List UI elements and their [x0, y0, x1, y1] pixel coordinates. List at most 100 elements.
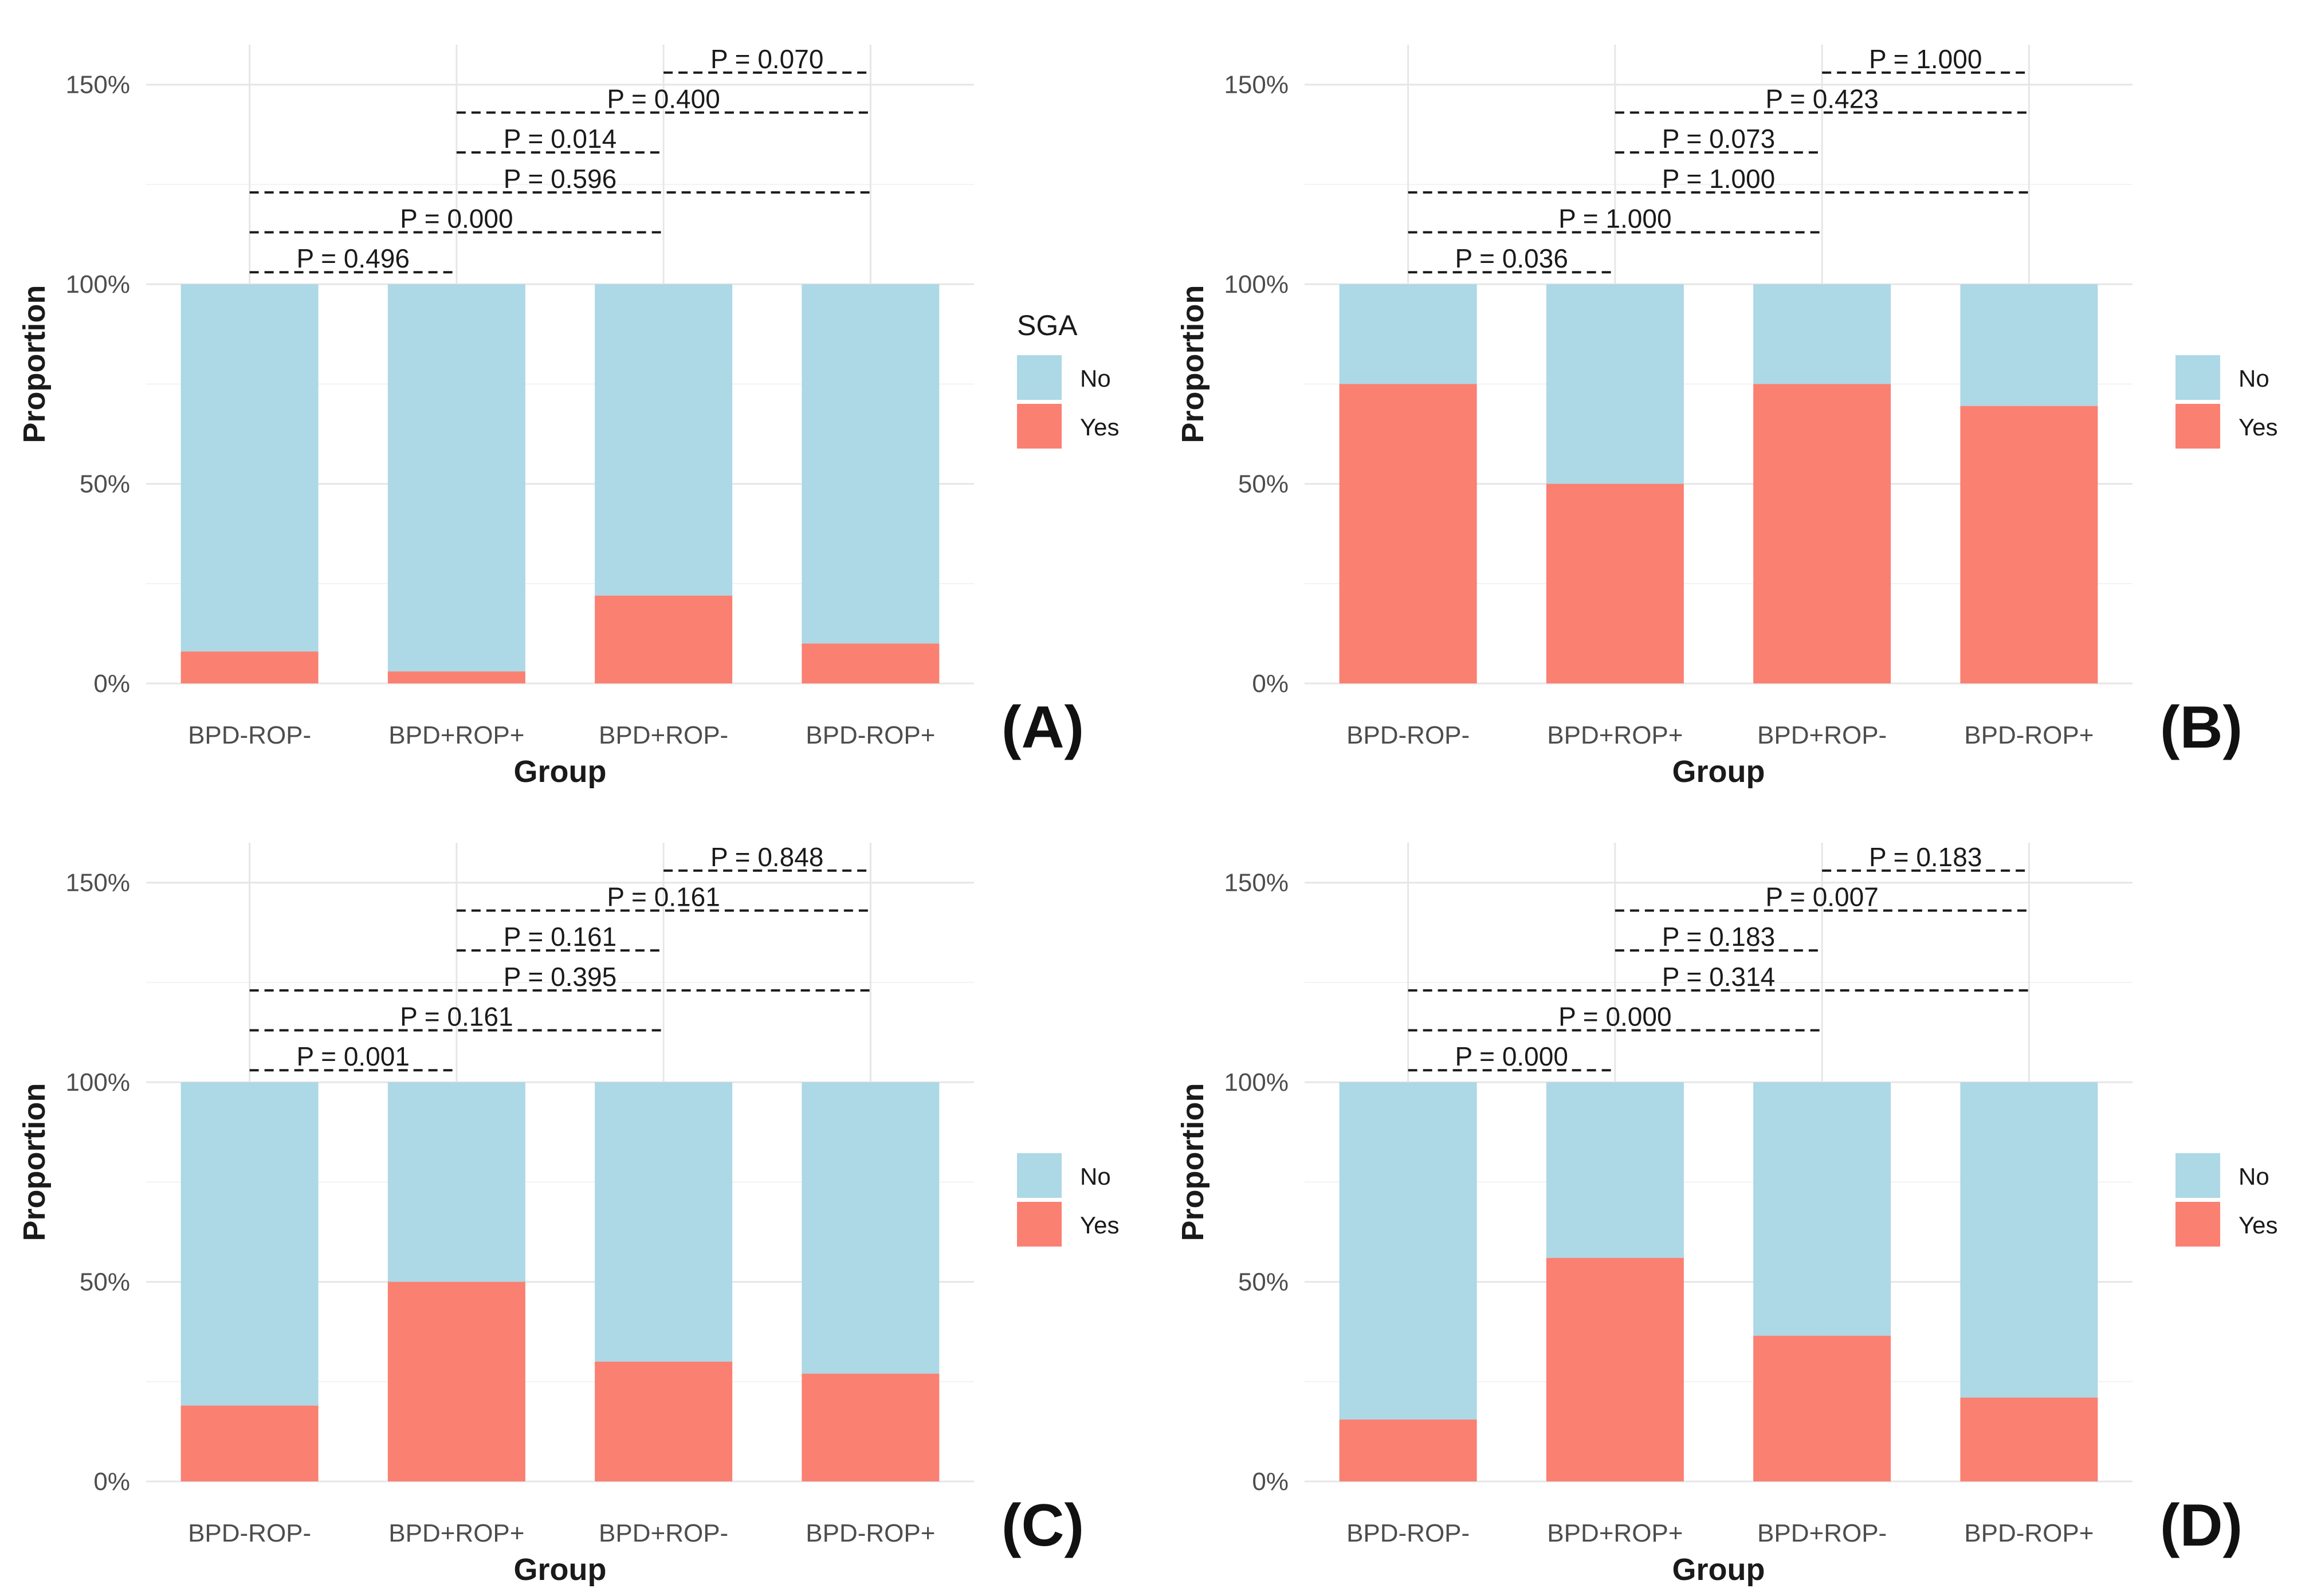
legend-title: SGA	[1017, 309, 1078, 341]
comparison-pvalue: P = 0.070	[710, 44, 823, 74]
y-tick-label: 150%	[65, 869, 130, 897]
legend-swatch	[1017, 404, 1062, 449]
y-tick-label: 100%	[65, 270, 130, 298]
bar-yes	[387, 1281, 525, 1481]
bar-no	[1546, 284, 1684, 484]
legend-label: No	[1080, 1163, 1111, 1190]
bar-yes	[1960, 406, 2098, 683]
x-tick-label: BPD+ROP+	[388, 1519, 524, 1547]
comparison-pvalue: P = 0.161	[504, 922, 616, 952]
panel-c: 0% 50% 100% 150% BPD-ROP- BPD+ROP+ BPD+ROP- BPD…	[0, 798, 1158, 1596]
bar-no	[387, 284, 525, 672]
bar-no	[1546, 1082, 1684, 1258]
bar-no	[595, 1082, 733, 1362]
panel-label: (A)	[1002, 694, 1084, 761]
chart-b: 0% 50% 100% 150% BPD-ROP- BPD+ROP+ BPD+ROP- BPD…	[1176, 44, 2278, 789]
comparison-pvalue: P = 0.073	[1662, 124, 1775, 154]
x-tick-label: BPD-ROP+	[806, 1519, 935, 1547]
legend-swatch	[2175, 404, 2220, 449]
legend-label: Yes	[2239, 414, 2278, 441]
chart-c: 0% 50% 100% 150% BPD-ROP- BPD+ROP+ BPD+ROP- BPD…	[17, 842, 1120, 1587]
y-tick-label: 50%	[1238, 470, 1289, 498]
x-tick-label: BPD+ROP+	[388, 721, 524, 749]
y-tick-label: 100%	[1224, 1068, 1289, 1096]
x-tick-label: BPD-ROP+	[806, 721, 935, 749]
comparison-pvalue: P = 0.036	[1455, 243, 1568, 273]
y-tick-label: 0%	[1252, 1468, 1289, 1496]
legend-swatch	[2175, 355, 2220, 400]
bar-yes	[1960, 1397, 2098, 1481]
bar-no	[802, 284, 940, 644]
legend-label: Yes	[2239, 1212, 2278, 1239]
y-tick-label: 100%	[1224, 270, 1289, 298]
bar-yes	[1339, 1419, 1477, 1481]
comparison-pvalue: P = 0.001	[297, 1041, 410, 1071]
bar-no	[1753, 1082, 1891, 1336]
bar-yes	[387, 671, 525, 683]
x-axis-title: Group	[1672, 1552, 1765, 1587]
y-tick-label: 50%	[1238, 1268, 1289, 1296]
bar-no	[1339, 1082, 1477, 1420]
comparison-pvalue: P = 0.000	[400, 204, 513, 234]
x-axis-title: Group	[1672, 754, 1765, 789]
bar-yes	[180, 651, 319, 683]
y-tick-label: 150%	[1224, 869, 1289, 897]
x-tick-label: BPD+ROP+	[1547, 1519, 1683, 1547]
panel-label: (B)	[2160, 694, 2243, 761]
y-tick-label: 100%	[65, 1068, 130, 1096]
comparison-pvalue: P = 0.848	[710, 842, 823, 872]
panel-a: 0% 50% 100% 150% BPD-ROP- BPD+ROP+ BPD+ROP- BPD…	[0, 0, 1158, 798]
panel-label: (C)	[1002, 1492, 1084, 1559]
y-tick-label: 50%	[80, 470, 130, 498]
x-tick-label: BPD-ROP-	[188, 1519, 311, 1547]
chart-a: 0% 50% 100% 150% BPD-ROP- BPD+ROP+ BPD+ROP- BPD…	[17, 44, 1120, 789]
bar-no	[595, 284, 733, 596]
legend-swatch	[1017, 1153, 1062, 1198]
bar-yes	[802, 1373, 940, 1481]
y-axis-title: Proportion	[17, 285, 52, 443]
x-tick-label: BPD-ROP+	[1964, 721, 2094, 749]
bar-no	[387, 1082, 525, 1282]
legend-label: No	[2239, 365, 2269, 392]
comparison-pvalue: P = 1.000	[1662, 164, 1775, 194]
bar-yes	[1546, 483, 1684, 683]
x-axis-title: Group	[514, 1552, 607, 1587]
y-axis-title: Proportion	[17, 1083, 52, 1241]
legend-swatch	[2175, 1202, 2220, 1247]
x-tick-label: BPD+ROP-	[599, 721, 728, 749]
comparison-pvalue: P = 0.400	[607, 84, 720, 113]
comparison-pvalue: P = 0.423	[1765, 84, 1878, 113]
legend: No Yes	[2175, 1153, 2278, 1247]
y-tick-label: 50%	[80, 1268, 130, 1296]
legend-label: No	[2239, 1163, 2269, 1190]
bar-no	[802, 1082, 940, 1374]
panel-label: (D)	[2160, 1492, 2243, 1559]
comparison-pvalue: P = 1.000	[1558, 204, 1671, 234]
x-tick-label: BPD+ROP+	[1547, 721, 1683, 749]
panel-b: 0% 50% 100% 150% BPD-ROP- BPD+ROP+ BPD+ROP- BPD…	[1158, 0, 2317, 798]
x-tick-label: BPD+ROP-	[599, 1519, 728, 1547]
legend: No Yes	[2175, 355, 2278, 449]
bar-no	[1960, 1082, 2098, 1398]
bar-yes	[595, 595, 733, 683]
bar-yes	[1753, 384, 1891, 683]
comparison-pvalue: P = 0.000	[1455, 1041, 1568, 1071]
x-tick-label: BPD-ROP-	[188, 721, 311, 749]
bar-no	[180, 284, 319, 652]
comparison-pvalue: P = 0.014	[504, 124, 616, 154]
y-axis-title: Proportion	[1176, 1083, 1210, 1241]
comparison-pvalue: P = 0.007	[1765, 882, 1878, 911]
x-tick-label: BPD-ROP+	[1964, 1519, 2094, 1547]
bar-yes	[180, 1405, 319, 1481]
bar-yes	[802, 643, 940, 683]
bar-yes	[595, 1361, 733, 1481]
y-tick-label: 0%	[1252, 670, 1289, 698]
comparison-pvalue: P = 0.161	[400, 1002, 513, 1032]
legend-swatch	[1017, 355, 1062, 400]
y-tick-label: 0%	[93, 670, 130, 698]
x-tick-label: BPD+ROP-	[1757, 1519, 1887, 1547]
bar-no	[1960, 284, 2098, 406]
y-tick-label: 150%	[1224, 71, 1289, 99]
y-axis-title: Proportion	[1176, 285, 1210, 443]
